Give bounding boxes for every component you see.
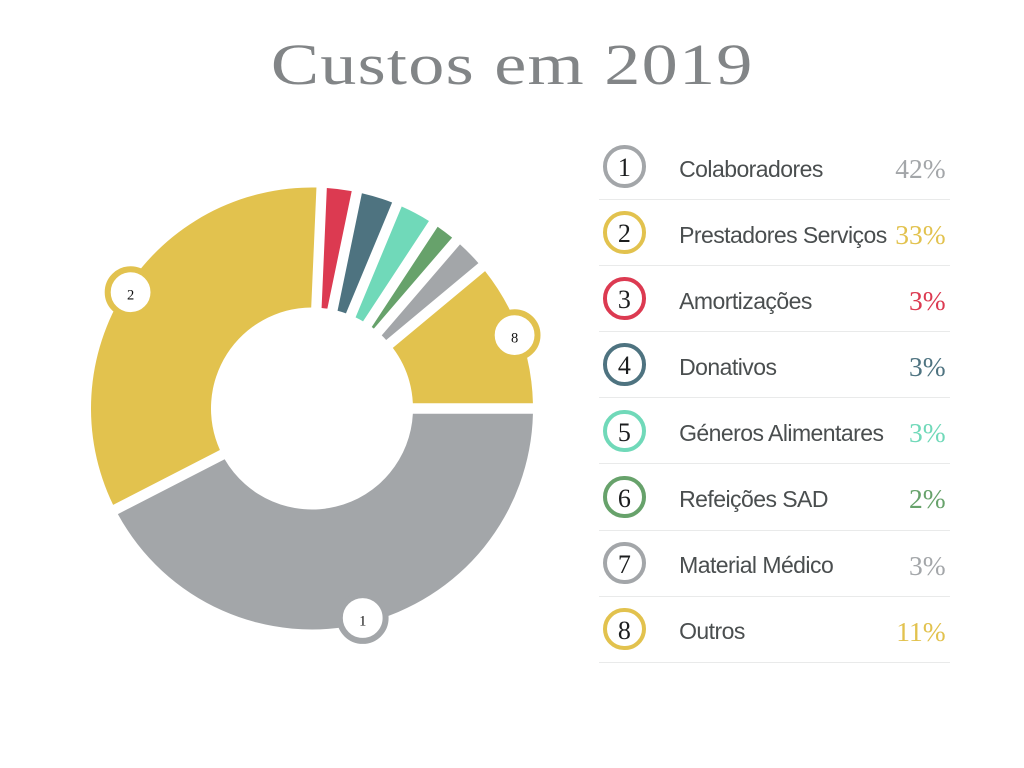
svg-text:1: 1 — [359, 613, 366, 629]
svg-text:2: 2 — [127, 288, 134, 304]
svg-text:8: 8 — [511, 330, 518, 346]
